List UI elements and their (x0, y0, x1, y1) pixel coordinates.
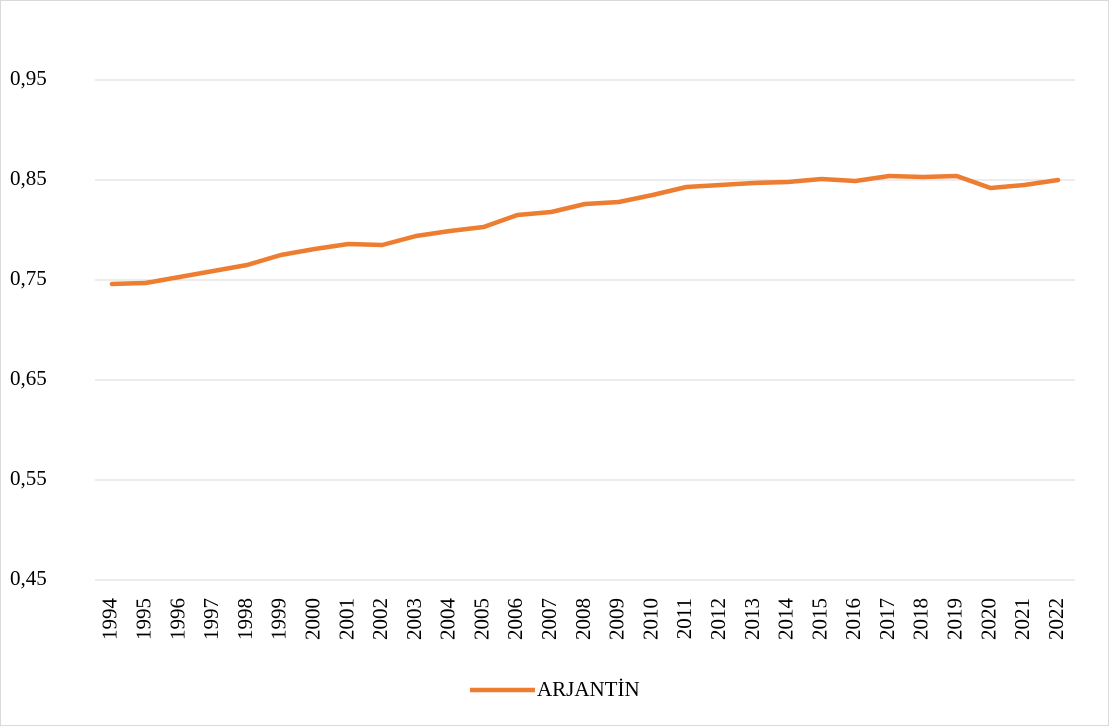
x-tick-label: 2022 (1044, 598, 1068, 640)
x-tick-label: 1995 (132, 598, 156, 640)
x-tick-label: 2020 (976, 598, 1000, 640)
x-tick-label: 1994 (98, 598, 122, 641)
x-tick-label: 1998 (233, 598, 257, 640)
x-tick-label: 2021 (1010, 598, 1034, 640)
x-tick-label: 2000 (300, 598, 324, 640)
x-tick-label: 2017 (875, 598, 899, 640)
x-tick-label: 2018 (909, 598, 933, 640)
x-tick-label: 2009 (605, 598, 629, 640)
x-tick-label: 2008 (571, 598, 595, 640)
x-tick-label: 2005 (469, 598, 493, 640)
x-tick-label: 2012 (706, 598, 730, 640)
x-tick-label: 2010 (638, 598, 662, 640)
x-tick-label: 2015 (807, 598, 831, 640)
data-line (109, 173, 1061, 287)
x-tick-label: 2001 (334, 598, 358, 640)
y-tick-label: 0,75 (10, 266, 47, 290)
y-tick-label: 0,95 (10, 66, 47, 90)
y-tick-label: 0,45 (10, 566, 47, 590)
x-tick-label: 2006 (503, 598, 527, 640)
x-tick-label: 2014 (774, 598, 798, 641)
x-tick-label: 2004 (436, 598, 460, 641)
y-tick-label: 0,55 (10, 466, 47, 490)
x-tick-label: 1996 (165, 598, 189, 640)
x-tick-label: 2002 (368, 598, 392, 640)
x-tick-label: 2011 (672, 598, 696, 639)
x-tick-label: 1997 (199, 598, 223, 640)
x-tick-label: 2016 (841, 598, 865, 640)
x-tick-label: 2007 (537, 598, 561, 640)
x-tick-label: 2003 (402, 598, 426, 640)
x-tick-label: 2019 (943, 598, 967, 640)
x-tick-label: 1999 (267, 598, 291, 640)
y-tick-label: 0,65 (10, 366, 47, 390)
y-tick-label: 0,85 (10, 166, 47, 190)
legend-label: ARJANTİN (537, 677, 640, 701)
x-tick-label: 2013 (740, 598, 764, 640)
